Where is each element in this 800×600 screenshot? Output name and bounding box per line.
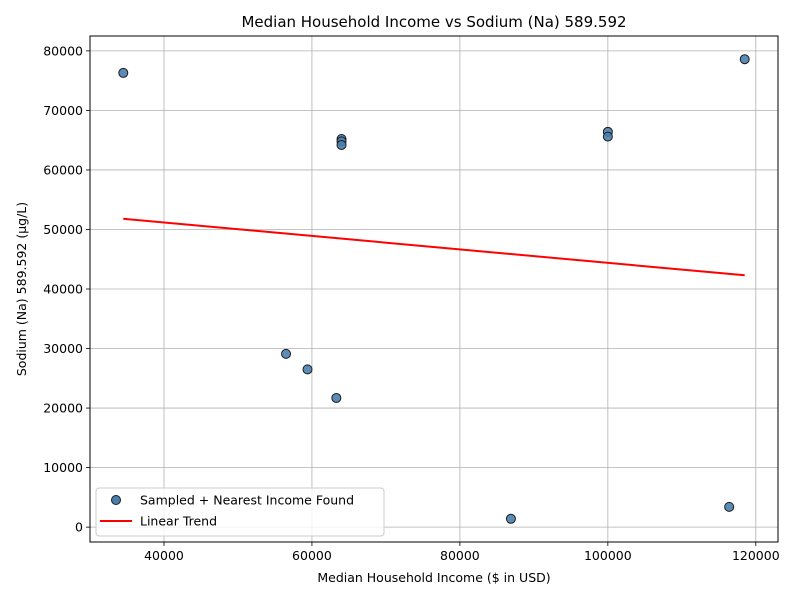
y-axis-label: Sodium (Na) 589.592 (µg/L) bbox=[14, 202, 29, 376]
chart-title: Median Household Income vs Sodium (Na) 5… bbox=[241, 13, 626, 31]
x-tick-label: 80000 bbox=[440, 548, 480, 563]
y-tick-label: 40000 bbox=[43, 282, 83, 297]
scatter-point bbox=[118, 67, 129, 78]
x-axis-ticks: 40000 60000 80000 100000 120000 bbox=[144, 542, 780, 563]
x-tick-label: 40000 bbox=[144, 548, 184, 563]
legend-trend-label: Linear Trend bbox=[140, 514, 217, 529]
scatter-point bbox=[336, 139, 347, 150]
y-tick-label: 80000 bbox=[43, 43, 83, 58]
scatter-point bbox=[302, 364, 313, 375]
scatter-point bbox=[281, 348, 292, 359]
x-tick-label: 100000 bbox=[584, 548, 632, 563]
legend-scatter-label: Sampled + Nearest Income Found bbox=[140, 493, 354, 508]
y-tick-label: 10000 bbox=[43, 460, 83, 475]
scatter-point bbox=[739, 54, 750, 65]
legend: Sampled + Nearest Income Found Linear Tr… bbox=[95, 487, 385, 537]
scatter-point bbox=[724, 501, 735, 512]
scatter-point bbox=[505, 513, 516, 524]
x-tick-label: 60000 bbox=[292, 548, 332, 563]
y-tick-label: 0 bbox=[75, 520, 83, 535]
x-tick-label: 120000 bbox=[732, 548, 780, 563]
trend-line bbox=[123, 217, 745, 277]
scatter-point bbox=[331, 392, 342, 403]
grid bbox=[90, 36, 778, 542]
legend-box bbox=[95, 487, 385, 537]
y-tick-label: 60000 bbox=[43, 162, 83, 177]
y-tick-label: 20000 bbox=[43, 401, 83, 416]
y-axis-ticks: 0 10000 20000 30000 40000 50000 60000 70000 8000… bbox=[43, 43, 90, 535]
legend-scatter-marker bbox=[111, 495, 121, 505]
y-tick-label: 50000 bbox=[43, 222, 83, 237]
scatter-point bbox=[602, 131, 613, 142]
y-tick-label: 30000 bbox=[43, 341, 83, 356]
scatter-points bbox=[118, 54, 750, 524]
y-tick-label: 70000 bbox=[43, 103, 83, 118]
x-axis-label: Median Household Income ($ in USD) bbox=[317, 570, 550, 585]
trend-line-group bbox=[123, 217, 745, 277]
